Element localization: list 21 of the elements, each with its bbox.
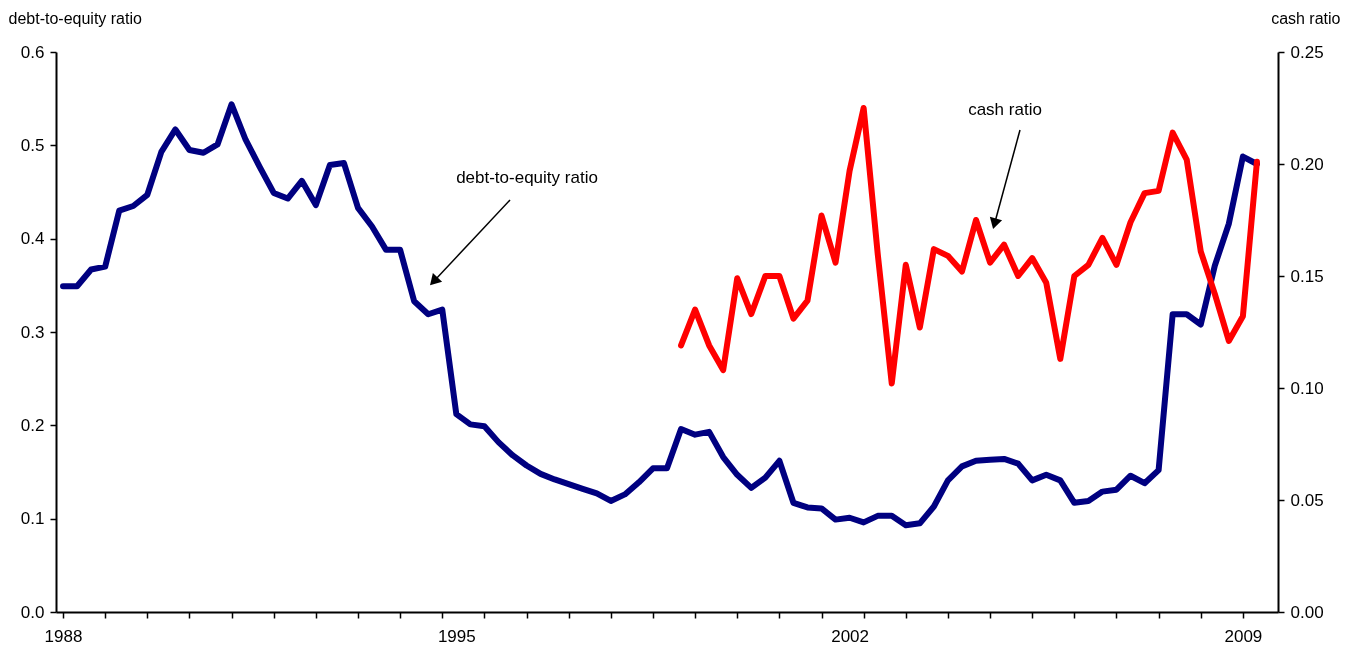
y-tick-label: 0.2 xyxy=(20,415,45,435)
y2-tick-label: 0.15 xyxy=(1290,266,1324,286)
annotation: debt-to-equity ratio xyxy=(456,168,598,187)
y-tick-label: 0.1 xyxy=(20,509,45,529)
y-tick-label: 0.0 xyxy=(20,602,45,622)
y2-tick-label: 0.00 xyxy=(1290,602,1324,622)
y2-tick-label: 0.25 xyxy=(1290,42,1324,62)
y-tick-label: 0.3 xyxy=(20,322,45,342)
x-tick-label: 1988 xyxy=(44,626,83,646)
y2-axis-title: cash ratio xyxy=(1271,9,1341,27)
x-tick-label: 2009 xyxy=(1224,626,1263,646)
x-tick-label: 1995 xyxy=(437,626,476,646)
y-tick-label: 0.4 xyxy=(20,229,45,249)
y-tick-label: 0.6 xyxy=(20,42,45,62)
y2-tick-label: 0.20 xyxy=(1290,154,1324,174)
y2-tick-label: 0.10 xyxy=(1290,378,1324,398)
y-tick-label: 0.5 xyxy=(20,135,45,155)
x-tick-label: 2002 xyxy=(831,626,870,646)
annotation: cash ratio xyxy=(968,100,1042,119)
y2-tick-label: 0.05 xyxy=(1290,490,1324,510)
y-axis-title: debt-to-equity ratio xyxy=(8,9,143,27)
